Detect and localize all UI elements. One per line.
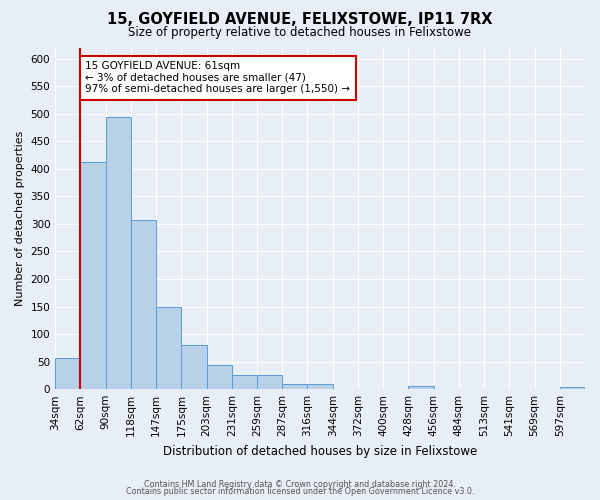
Bar xyxy=(181,344,206,389)
Text: Size of property relative to detached houses in Felixstowe: Size of property relative to detached ho… xyxy=(128,26,472,39)
Text: 15, GOYFIELD AVENUE, FELIXSTOWE, IP11 7RX: 15, GOYFIELD AVENUE, FELIXSTOWE, IP11 7R… xyxy=(107,12,493,28)
Bar xyxy=(206,365,232,389)
Text: Contains public sector information licensed under the Open Government Licence v3: Contains public sector information licen… xyxy=(126,487,474,496)
Bar xyxy=(106,118,131,389)
Bar xyxy=(307,384,332,389)
Bar xyxy=(131,220,156,389)
Bar xyxy=(257,376,282,389)
Bar xyxy=(560,387,585,389)
Bar xyxy=(409,386,434,389)
Bar xyxy=(232,376,257,389)
Bar xyxy=(80,162,106,389)
Y-axis label: Number of detached properties: Number of detached properties xyxy=(15,130,25,306)
Text: Contains HM Land Registry data © Crown copyright and database right 2024.: Contains HM Land Registry data © Crown c… xyxy=(144,480,456,489)
X-axis label: Distribution of detached houses by size in Felixstowe: Distribution of detached houses by size … xyxy=(163,444,477,458)
Bar xyxy=(282,384,307,389)
Bar xyxy=(55,358,80,389)
Bar xyxy=(156,307,181,389)
Text: 15 GOYFIELD AVENUE: 61sqm
← 3% of detached houses are smaller (47)
97% of semi-d: 15 GOYFIELD AVENUE: 61sqm ← 3% of detach… xyxy=(85,62,350,94)
